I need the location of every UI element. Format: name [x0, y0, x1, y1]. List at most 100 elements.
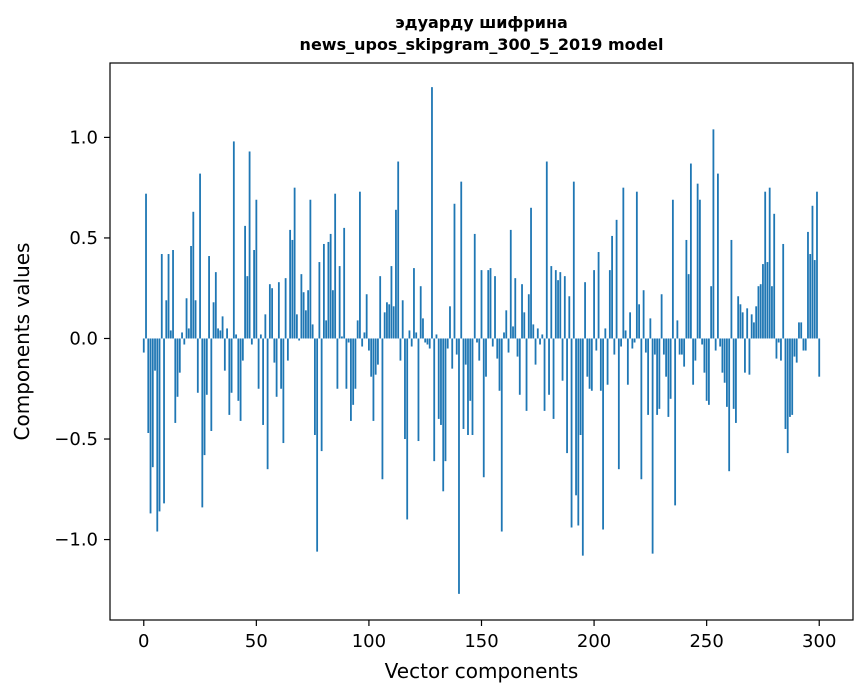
- bar-component-185: [559, 272, 562, 339]
- bar-component-85: [334, 193, 337, 339]
- bar-component-90: [345, 338, 348, 389]
- bar-component-65: [289, 229, 292, 339]
- bar-component-152: [485, 338, 487, 377]
- bar-component-36: [223, 338, 226, 371]
- bar-component-149: [478, 338, 481, 361]
- bar-component-264: [737, 296, 740, 339]
- bar-component-222: [642, 290, 645, 339]
- bar-component-136: [449, 306, 451, 339]
- bar-component-270: [750, 314, 753, 339]
- bar-component-235: [671, 199, 674, 339]
- bar-component-193: [577, 338, 580, 526]
- bar-component-195: [581, 338, 584, 556]
- bar-component-275: [762, 264, 764, 339]
- bar-component-243: [689, 163, 692, 339]
- bar-component-167: [518, 338, 521, 395]
- bar-component-221: [640, 338, 643, 480]
- bar-component-5: [154, 338, 156, 371]
- bar-component-293: [802, 338, 805, 351]
- bar-component-208: [611, 235, 613, 339]
- bar-component-88: [341, 336, 343, 339]
- bar-component-116: [404, 338, 406, 440]
- bar-component-231: [662, 338, 665, 355]
- bar-component-113: [397, 161, 400, 339]
- bar-component-89: [343, 227, 346, 339]
- bar-component-15: [176, 338, 179, 397]
- bar-component-263: [735, 338, 737, 423]
- bar-component-287: [789, 338, 791, 417]
- bar-component-8: [160, 254, 163, 339]
- bar-component-144: [467, 338, 469, 435]
- bar-component-45: [244, 225, 246, 339]
- bar-component-49: [253, 250, 255, 339]
- bar-component-93: [352, 338, 355, 405]
- bar-component-159: [500, 338, 503, 532]
- bar-component-134: [444, 338, 447, 462]
- bar-component-237: [676, 320, 679, 339]
- bar-component-250: [705, 338, 708, 401]
- bar-component-114: [399, 338, 402, 361]
- bar-component-150: [480, 270, 483, 339]
- bar-component-244: [692, 338, 695, 385]
- bar-component-97: [361, 338, 364, 347]
- bar-component-135: [446, 338, 449, 349]
- bar-component-291: [798, 322, 800, 339]
- bar-component-223: [644, 338, 647, 353]
- bar-component-25: [199, 173, 201, 339]
- bar-component-105: [379, 276, 382, 339]
- bar-component-112: [395, 209, 397, 339]
- bar-component-66: [291, 239, 294, 339]
- bar-component-109: [388, 304, 391, 339]
- bar-component-266: [741, 312, 744, 339]
- bar-component-60: [277, 282, 280, 339]
- bar-component-300: [818, 338, 821, 377]
- bar-component-282: [777, 338, 780, 343]
- bar-component-19: [185, 298, 188, 339]
- y-tick-label: 0.5: [69, 228, 98, 249]
- bars-layer: [142, 87, 821, 594]
- bar-component-190: [570, 338, 573, 528]
- bar-component-283: [780, 338, 782, 361]
- bar-component-58: [273, 338, 276, 363]
- bar-component-212: [620, 338, 622, 347]
- bar-component-28: [205, 338, 208, 395]
- bar-component-168: [521, 284, 523, 339]
- bar-component-176: [539, 338, 541, 345]
- bar-component-22: [192, 211, 195, 339]
- bar-component-246: [696, 183, 699, 339]
- bar-component-200: [593, 270, 595, 339]
- bar-component-78: [318, 262, 321, 339]
- bar-component-102: [372, 338, 375, 421]
- plot-frame: [109, 62, 854, 621]
- bar-component-21: [190, 245, 192, 339]
- bar-component-254: [714, 338, 717, 351]
- bar-component-205: [604, 328, 607, 339]
- bar-component-247: [699, 199, 701, 339]
- bar-component-194: [579, 338, 582, 435]
- bar-component-172: [530, 207, 532, 339]
- bar-component-62: [282, 338, 285, 444]
- bar-component-199: [590, 338, 593, 391]
- bar-component-183: [554, 270, 557, 339]
- bar-component-186: [561, 338, 564, 381]
- bar-component-261: [730, 239, 733, 339]
- bar-component-253: [712, 129, 715, 339]
- bar-component-177: [541, 334, 544, 339]
- bar-component-189: [568, 296, 571, 339]
- bar-component-130: [435, 334, 438, 339]
- bar-component-40: [232, 141, 235, 339]
- bar-component-99: [365, 294, 368, 339]
- bar-component-279: [771, 286, 773, 339]
- bar-component-72: [304, 310, 307, 339]
- bar-component-75: [311, 324, 314, 339]
- bar-component-132: [440, 338, 442, 425]
- bar-component-95: [356, 320, 359, 339]
- bar-component-61: [280, 338, 283, 389]
- x-ticks: 0 50 100 150 200 250 300: [138, 620, 836, 652]
- bar-component-59: [275, 338, 278, 397]
- bar-component-154: [489, 268, 492, 339]
- bar-component-129: [433, 338, 436, 462]
- bar-component-153: [487, 270, 490, 339]
- bar-component-145: [469, 338, 472, 401]
